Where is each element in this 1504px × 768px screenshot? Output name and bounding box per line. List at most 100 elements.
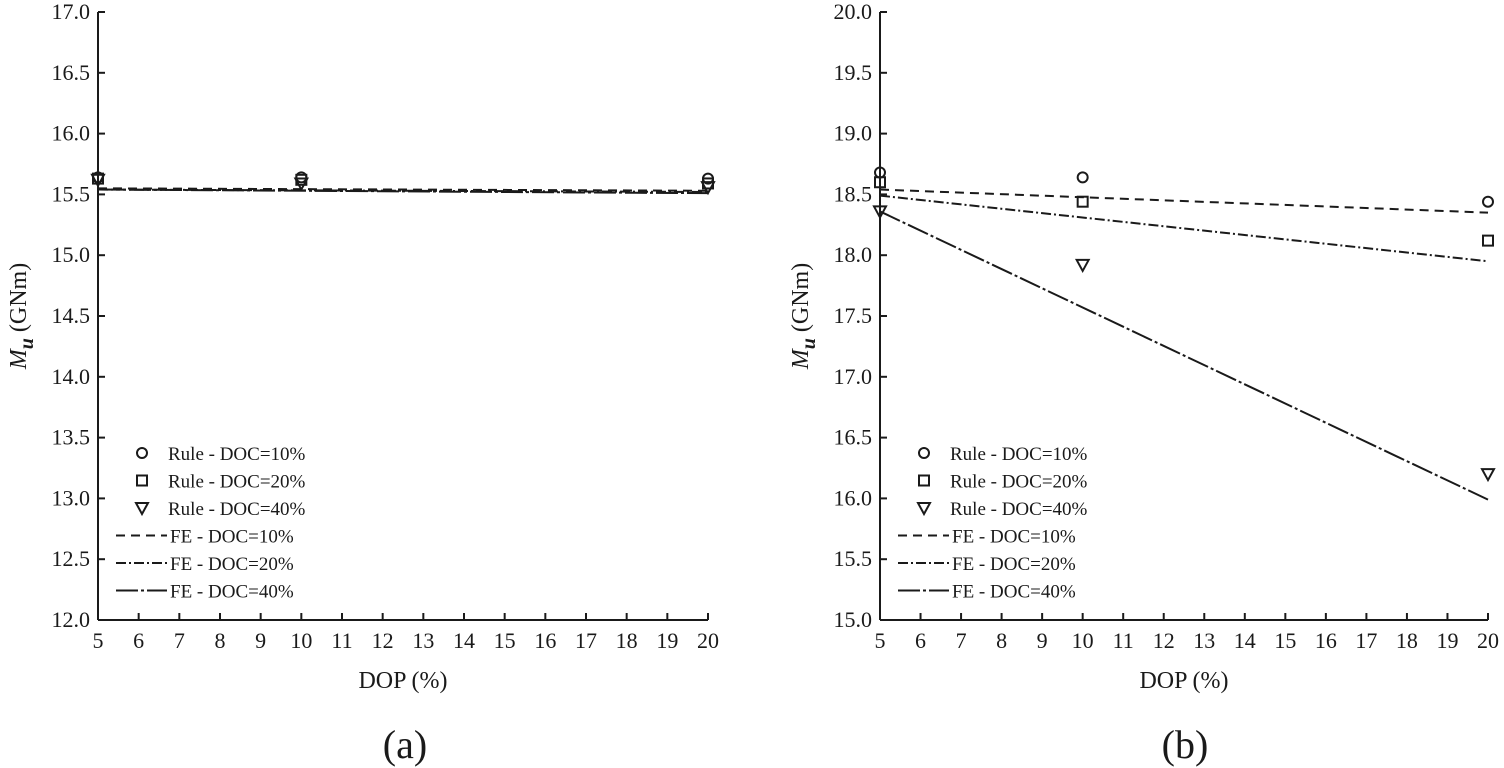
legend-label: FE - DOC=20% [170, 554, 294, 575]
legend-label: FE - DOC=40% [952, 582, 1076, 603]
x-tick-label: 6 [915, 628, 926, 653]
legend-label: FE - DOC=20% [952, 554, 1076, 575]
y-tick-label: 13.0 [52, 485, 91, 510]
legend-label: Rule - DOC=20% [950, 472, 1088, 493]
legend-marker-circle [136, 447, 148, 459]
y-tick-label: 15.5 [834, 546, 873, 571]
y-tick-label: 19.5 [834, 60, 873, 85]
x-tick-label: 12 [1153, 628, 1175, 653]
legend-label: FE - DOC=40% [170, 582, 294, 603]
x-axis-title: DOP (%) [1139, 668, 1228, 694]
series-line [97, 187, 709, 192]
x-tick-label: 20 [1477, 628, 1499, 653]
y-tick-label: 14.0 [52, 364, 91, 389]
y-axis-unit: (GNm) [6, 263, 32, 338]
legend-marker-square [918, 474, 930, 487]
x-tick-label: 15 [494, 628, 516, 653]
x-tick-label: 8 [215, 628, 226, 653]
x-tick-label: 19 [1436, 628, 1458, 653]
x-tick-label: 5 [875, 628, 886, 653]
legend-label: Rule - DOC=10% [950, 444, 1088, 465]
x-tick-label: 6 [133, 628, 144, 653]
y-axis-symbol: M [788, 347, 814, 370]
x-tick-label: 9 [255, 628, 266, 653]
data-point-triangle-down [872, 205, 888, 220]
x-tick-label: 14 [453, 628, 475, 653]
x-tick-label: 16 [534, 628, 556, 653]
legend-label: FE - DOC=10% [952, 527, 1076, 548]
y-axis-subscript: u [16, 338, 38, 349]
panel-caption: (b) [1162, 722, 1209, 767]
y-axis-subscript: u [798, 338, 820, 349]
y-tick-label: 17.0 [52, 0, 91, 24]
x-tick-label: 19 [656, 628, 678, 653]
y-axis-symbol: M [6, 347, 32, 370]
legend-label: Rule - DOC=40% [950, 499, 1088, 520]
data-point-square [1076, 195, 1089, 208]
y-tick-label: 19.0 [834, 121, 873, 146]
legend-marker-square [136, 474, 148, 487]
data-point-triangle-down [90, 173, 106, 188]
x-tick-label: 16 [1315, 628, 1337, 653]
y-tick-label: 17.5 [834, 303, 873, 328]
x-tick-label: 18 [1396, 628, 1418, 653]
x-tick-label: 15 [1274, 628, 1296, 653]
x-tick-label: 12 [372, 628, 394, 653]
legend: Rule - DOC=10% Rule - DOC=20% Rule - DOC=4… [116, 444, 306, 603]
data-point-square [874, 176, 886, 189]
x-tick-label: 10 [1072, 628, 1094, 653]
x-tick-label: 5 [93, 628, 104, 653]
y-tick-label: 12.5 [52, 546, 91, 571]
x-tick-label: 10 [290, 628, 312, 653]
y-tick-label: 16.0 [834, 485, 873, 510]
chart-panel-a: 12.0 12.5 13.0 13.5 14.0 14.5 15.0 15.5 16.0 16.5… [6, 0, 719, 767]
legend-label: Rule - DOC=20% [168, 472, 306, 493]
series-line [97, 188, 709, 195]
y-tick-label: 16.5 [52, 60, 91, 85]
y-tick-label: 15.0 [52, 242, 91, 267]
x-axis-title: DOP (%) [358, 668, 447, 694]
data-point-circle [1482, 195, 1494, 208]
series-line [97, 188, 709, 193]
y-tick-label: 15.0 [834, 607, 873, 632]
x-tick-label: 11 [331, 628, 352, 653]
series-line [879, 194, 1489, 263]
x-tick-label: 9 [1037, 628, 1048, 653]
y-tick-label: 17.0 [834, 364, 873, 389]
data-point-triangle-down [293, 177, 310, 192]
y-tick-label: 16.5 [834, 425, 873, 450]
x-tick-label: 13 [1193, 628, 1215, 653]
y-tick-label: 18.5 [834, 181, 873, 206]
legend-label: Rule - DOC=10% [168, 444, 306, 465]
y-tick-label: 18.0 [834, 242, 873, 267]
x-tick-label: 17 [1355, 628, 1377, 653]
x-tick-label: 11 [1113, 628, 1134, 653]
x-tick-label: 8 [996, 628, 1007, 653]
x-tick-label: 7 [174, 628, 185, 653]
y-tick-label: 13.5 [52, 425, 91, 450]
y-axis-unit: (GNm) [788, 263, 814, 338]
legend-marker-triangle-down [916, 502, 932, 517]
data-point-circle [1076, 171, 1089, 184]
data-point-triangle-down [700, 181, 716, 196]
y-tick-label: 15.5 [52, 181, 91, 206]
y-tick-label: 20.0 [834, 0, 873, 24]
data-point-triangle-down [1480, 468, 1496, 483]
panel-caption: (a) [383, 722, 427, 767]
x-tick-label: 17 [575, 628, 597, 653]
x-tick-label: 18 [616, 628, 638, 653]
chart-panel-b: 15.0 15.5 16.0 16.5 17.0 17.5 18.0 18.5 19.0 19.5… [788, 0, 1499, 767]
y-tick-label: 16.0 [52, 121, 91, 146]
y-axis-title: Mu (GNm) [788, 263, 820, 370]
x-tick-label: 13 [412, 628, 434, 653]
legend-label: FE - DOC=10% [170, 527, 294, 548]
x-tick-label: 7 [956, 628, 967, 653]
data-point-square [1482, 234, 1494, 247]
data-point-triangle-down [1074, 258, 1091, 274]
x-tick-label: 20 [697, 628, 719, 653]
series-line [879, 210, 1489, 501]
legend: Rule - DOC=10% Rule - DOC=20% Rule - DOC=4… [898, 444, 1088, 603]
legend-label: Rule - DOC=40% [168, 499, 306, 520]
x-tick-label: 14 [1234, 628, 1256, 653]
